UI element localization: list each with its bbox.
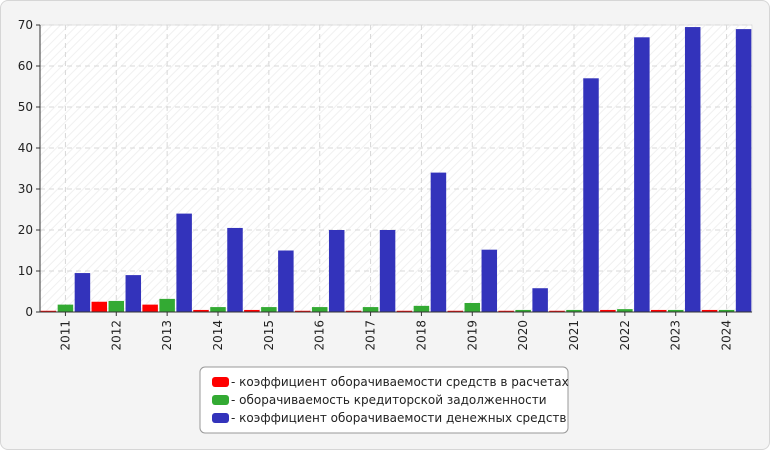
grid-lines (40, 24, 752, 312)
bar-2022-series-1 (600, 309, 616, 312)
axes (39, 25, 752, 313)
bar-2019-series-2 (464, 302, 481, 312)
bar-2021-series-3 (583, 78, 599, 312)
y-tick-label: 60 (18, 59, 33, 73)
legend-label-1: - коэффициент оборачиваемости средств в … (231, 375, 569, 389)
bar-2013-series-1 (142, 304, 158, 312)
bar-2019-series-1 (447, 310, 464, 312)
bar-2014-series-3 (227, 227, 243, 312)
x-tick-label: 2014 (211, 320, 225, 351)
y-tick-label: 50 (18, 100, 33, 114)
y-tick-labels: 0 10 20 30 40 50 60 70 (18, 18, 40, 319)
x-tick-label: 2020 (516, 320, 530, 351)
bar-2024-series-2 (718, 309, 735, 312)
x-tick-label: 2013 (160, 320, 174, 351)
bar-2011-series-3 (74, 273, 91, 312)
x-tick-label: 2019 (465, 320, 479, 351)
bar-2017-series-1 (345, 310, 362, 312)
bar-2016-series-2 (311, 307, 328, 312)
bar-2020-series-2 (515, 309, 531, 312)
bar-2019-series-3 (481, 249, 498, 312)
bar-2024-series-3 (735, 29, 752, 312)
bar-2022-series-2 (617, 309, 633, 312)
bar-2018-series-1 (396, 310, 413, 312)
bar-2018-series-2 (413, 305, 430, 312)
bar-2020-series-3 (532, 288, 548, 312)
bar-2012-series-3 (125, 275, 142, 312)
bar-2017-series-2 (362, 307, 379, 312)
x-tick-label: 2011 (58, 320, 72, 351)
y-tick-label: 40 (18, 141, 33, 155)
x-tick-label: 2016 (313, 320, 327, 351)
bar-2014-series-2 (210, 307, 226, 312)
x-tick-label: 2017 (364, 320, 378, 351)
y-tick-label: 70 (18, 18, 33, 32)
y-tick-label: 30 (18, 182, 33, 196)
x-tick-label: 2023 (669, 320, 683, 351)
bar-2015-series-2 (261, 307, 277, 312)
legend-label-3: - коэффициент оборачиваемости денежных с… (231, 411, 567, 425)
bar-2015-series-3 (278, 250, 294, 312)
bars (40, 27, 752, 313)
x-tick-label: 2021 (567, 320, 581, 351)
bar-2021-series-2 (566, 309, 582, 312)
bar-2016-series-1 (294, 310, 311, 312)
bar-2020-series-1 (498, 310, 514, 312)
legend: - коэффициент оборачиваемости средств в … (199, 366, 569, 434)
bar-2011-series-2 (57, 304, 74, 312)
y-tick-label: 0 (25, 305, 33, 319)
bar-2023-series-1 (650, 309, 667, 312)
x-tick-label: 2012 (109, 320, 123, 351)
legend-swatch-1 (212, 377, 229, 387)
bar-2013-series-2 (159, 298, 175, 312)
bar-2013-series-3 (176, 213, 192, 312)
bar-2017-series-3 (379, 230, 396, 312)
bar-2011-series-1 (40, 310, 57, 312)
bar-2012-series-2 (108, 300, 125, 312)
bar-2022-series-3 (634, 37, 650, 313)
x-tick-label: 2022 (618, 320, 632, 351)
x-tick-label: 2015 (262, 320, 276, 351)
x-tick-label: 2024 (720, 320, 734, 351)
y-tick-label: 20 (18, 223, 33, 237)
bar-2016-series-3 (328, 230, 345, 312)
plot-area (39, 24, 753, 313)
legend-box (199, 366, 569, 434)
legend-label-2: - оборачиваемость кредиторской задолженн… (231, 393, 547, 407)
bar-2018-series-3 (430, 172, 447, 312)
bar-2015-series-1 (244, 309, 260, 312)
bar-2014-series-1 (193, 309, 209, 312)
bar-2023-series-3 (684, 27, 701, 313)
legend-swatch-2 (212, 395, 229, 405)
legend-swatch-3 (212, 413, 229, 423)
x-tick-label: 2018 (414, 320, 428, 351)
bar-2023-series-2 (667, 309, 684, 312)
y-tick-label: 10 (18, 264, 33, 278)
bar-2021-series-1 (549, 310, 565, 312)
bar-2012-series-1 (91, 301, 108, 312)
bar-2024-series-1 (701, 309, 718, 312)
x-tick-labels: 2011 2012 2013 2014 2015 2016 2017 2018 2019 2020… (58, 312, 734, 351)
